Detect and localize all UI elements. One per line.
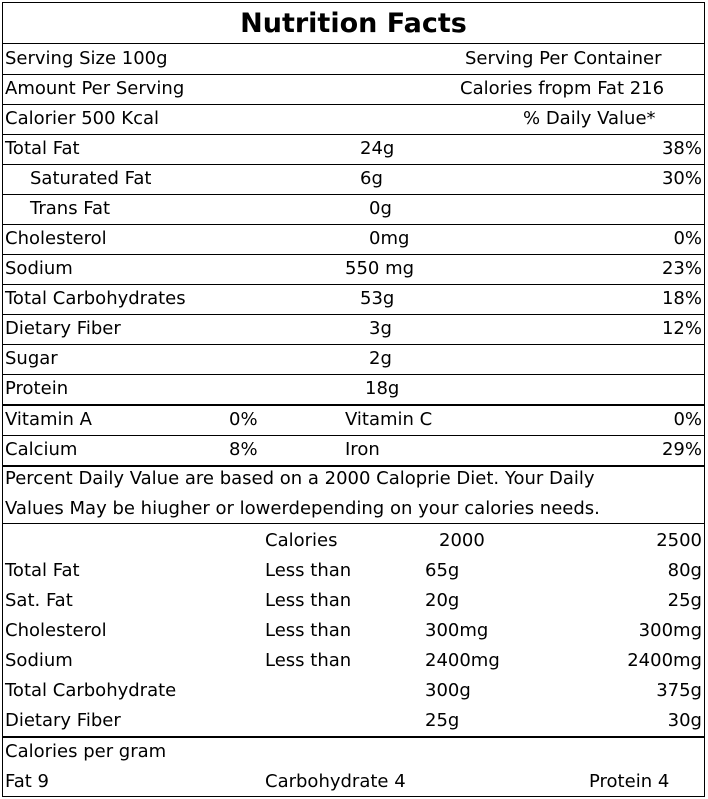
label-title: Nutrition Facts	[3, 3, 704, 44]
nutrient-row: Saturated Fat 6g 30%	[3, 164, 704, 195]
nutrient-row: Trans Fat 0g	[3, 194, 704, 225]
dv-2500: 30g	[667, 710, 702, 731]
dv-2000: 65g	[425, 560, 460, 581]
dv-2500: 2400mg	[627, 650, 702, 671]
amount-per-serving: Amount Per Serving	[5, 78, 185, 99]
calories-label: Calories	[265, 530, 338, 551]
vitamin-name: Calcium	[5, 439, 78, 460]
calories-row: Calorier 500 Kcal % Daily Value*	[3, 104, 704, 135]
vitamin-name: Vitamin C	[345, 409, 433, 430]
dv-2000: 300g	[425, 680, 471, 701]
daily-value-header: % Daily Value*	[523, 108, 656, 129]
dv-table-header: Calories 2000 2500	[3, 526, 704, 556]
dv-table-row: Total Carbohydrate 300g 375g	[3, 676, 704, 706]
dv-table-row: Sodium Less than 2400mg 2400mg	[3, 646, 704, 676]
nutrient-amount: 3g	[369, 318, 392, 339]
nutrient-name: Total Carbohydrates	[5, 288, 186, 309]
nutrient-name: Sugar	[5, 348, 58, 369]
dv-table-row: Dietary Fiber 25g 30g	[3, 706, 704, 738]
dv-2000: 20g	[425, 590, 460, 611]
calories: Calorier 500 Kcal	[5, 108, 160, 129]
footnote-line: Values May be hiugher or lowerdepending …	[5, 498, 600, 519]
nutrient-name: Cholesterol	[5, 228, 107, 249]
amount-per-serving-row: Amount Per Serving Calories fropm Fat 21…	[3, 74, 704, 105]
dv-limit: Less than	[265, 620, 352, 641]
dv-2500: 375g	[656, 680, 702, 701]
vitamin-value: 29%	[661, 439, 702, 460]
dv-nutrient: Total Fat	[5, 560, 80, 581]
nutrient-dv: 18%	[661, 288, 702, 309]
dv-nutrient: Total Carbohydrate	[5, 680, 177, 701]
column-2500: 2500	[656, 530, 702, 551]
nutrient-amount: 6g	[360, 168, 383, 189]
daily-value-footnote: Percent Daily Value are based on a 2000 …	[3, 464, 704, 524]
fat-per-gram: Fat 9	[5, 771, 49, 792]
dv-nutrient: Cholesterol	[5, 620, 107, 641]
protein-per-gram: Protein 4	[589, 771, 670, 792]
dv-table-row: Total Fat Less than 65g 80g	[3, 556, 704, 586]
dv-nutrient: Sodium	[5, 650, 73, 671]
nutrient-amount: 550 mg	[345, 258, 415, 279]
nutrient-name: Saturated Fat	[30, 168, 152, 189]
nutrient-row: Protein 18g	[3, 374, 704, 406]
vitamin-row: Vitamin A 0% Vitamin C 0%	[3, 405, 704, 436]
vitamin-name: Iron	[345, 439, 380, 460]
nutrient-row: Dietary Fiber 3g 12%	[3, 314, 704, 345]
column-2000: 2000	[439, 530, 485, 551]
nutrient-amount: 18g	[365, 378, 400, 399]
vitamin-value: 0%	[673, 409, 702, 430]
nutrient-name: Protein	[5, 378, 69, 399]
dv-2000: 300mg	[425, 620, 489, 641]
dv-nutrient: Sat. Fat	[5, 590, 73, 611]
nutrient-row: Cholesterol 0mg 0%	[3, 224, 704, 255]
calories-per-gram-row: Calories per gram	[3, 737, 704, 767]
vitamin-name: Vitamin A	[5, 409, 92, 430]
nutrient-amount: 53g	[360, 288, 395, 309]
dv-limit: Less than	[265, 560, 352, 581]
vitamin-row: Calcium 8% Iron 29%	[3, 435, 704, 467]
dv-limit: Less than	[265, 590, 352, 611]
carb-per-gram: Carbohydrate 4	[265, 771, 406, 792]
nutrient-dv: 30%	[661, 168, 702, 189]
nutrient-amount: 0mg	[369, 228, 410, 249]
dv-2500: 80g	[667, 560, 702, 581]
nutrient-dv: 0%	[673, 228, 702, 249]
nutrient-amount: 2g	[369, 348, 392, 369]
dv-table-row: Sat. Fat Less than 20g 25g	[3, 586, 704, 616]
dv-2500: 300mg	[638, 620, 702, 641]
dv-table-row: Cholesterol Less than 300mg 300mg	[3, 616, 704, 646]
nutrient-row: Sodium 550 mg 23%	[3, 254, 704, 285]
dv-nutrient: Dietary Fiber	[5, 710, 121, 731]
nutrient-dv: 38%	[661, 138, 702, 159]
nutrient-amount: 24g	[360, 138, 395, 159]
nutrient-dv: 23%	[661, 258, 702, 279]
serving-size-row: Serving Size 100g Serving Per Container	[3, 44, 704, 75]
nutrient-row: Sugar 2g	[3, 344, 704, 375]
nutrient-name: Trans Fat	[30, 198, 111, 219]
nutrient-name: Total Fat	[5, 138, 80, 159]
vitamin-value: 8%	[229, 439, 258, 460]
nutrient-row: Total Carbohydrates 53g 18%	[3, 284, 704, 315]
footnote-line: Percent Daily Value are based on a 2000 …	[5, 468, 595, 489]
calories-per-gram-label: Calories per gram	[5, 741, 167, 762]
serving-size: Serving Size 100g	[5, 48, 168, 69]
dv-2500: 25g	[667, 590, 702, 611]
dv-2000: 2400mg	[425, 650, 500, 671]
calories-from-fat: Calories fropm Fat 216	[460, 78, 665, 99]
dv-2000: 25g	[425, 710, 460, 731]
nutrient-name: Sodium	[5, 258, 73, 279]
dv-limit: Less than	[265, 650, 352, 671]
nutrient-amount: 0g	[369, 198, 392, 219]
nutrient-name: Dietary Fiber	[5, 318, 121, 339]
servings-per-container: Serving Per Container	[465, 48, 662, 69]
nutrient-dv: 12%	[661, 318, 702, 339]
vitamin-value: 0%	[229, 409, 258, 430]
nutrient-row: Total Fat 24g 38%	[3, 134, 704, 165]
calories-per-gram-values: Fat 9 Carbohydrate 4 Protein 4	[3, 767, 704, 797]
